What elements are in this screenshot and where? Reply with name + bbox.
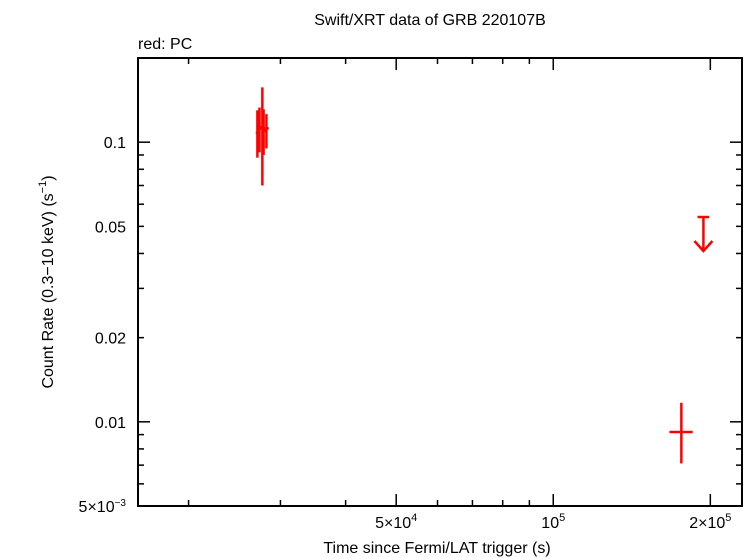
- y-axis-label: Count Rate (0.3−10 keV) (s−1): [37, 175, 57, 388]
- y-tick-label-exp: −3: [115, 498, 127, 509]
- x-tick-label-mantissa: 2×10: [689, 515, 725, 532]
- y-axis-label-sup: −1: [37, 181, 49, 194]
- y-tick-labels: 0.1 0.05 0.02 0.01 5×10−3: [79, 135, 127, 516]
- data-point: [669, 402, 693, 464]
- upper-limit: [693, 215, 714, 253]
- x-tick-label-exp: 5: [559, 512, 565, 524]
- x-tick-label: 105: [541, 512, 565, 532]
- y-axis-label-main: Count Rate (0.3−10 keV) (s: [40, 193, 57, 388]
- data-point: [263, 114, 269, 149]
- x-tick-label-exp: 5: [725, 512, 731, 524]
- y-tick-label-mantissa: 5×10: [79, 499, 115, 516]
- y-tick-label: 5×10−3: [79, 498, 127, 516]
- y-tick-label: 0.02: [95, 331, 126, 348]
- x-tick-label-exp: 4: [411, 512, 417, 524]
- x-tick-label-mantissa: 5×10: [375, 515, 411, 532]
- plot-frame: [137, 57, 743, 507]
- x-tick-label: 5×104: [375, 512, 417, 532]
- x-tick-label: 2×105: [689, 512, 731, 532]
- y-tick-label: 0.1: [104, 135, 126, 152]
- upper-limit-arrowhead: [693, 240, 714, 253]
- data-point: [261, 109, 266, 155]
- x-tick-label-mantissa: 10: [541, 515, 559, 532]
- chart-title: Swift/XRT data of GRB 220107B: [314, 12, 546, 29]
- data-points: [255, 87, 714, 464]
- x-axis-label: Time since Fermi/LAT trigger (s): [323, 540, 550, 557]
- y-tick-label: 0.01: [95, 415, 126, 432]
- axis-ticks: [138, 57, 742, 507]
- legend-text: red: PC: [138, 36, 192, 53]
- y-axis-label-end: ): [40, 175, 57, 180]
- y-tick-label: 0.05: [95, 219, 126, 236]
- x-tick-labels: 5×104 105 2×105: [375, 512, 731, 532]
